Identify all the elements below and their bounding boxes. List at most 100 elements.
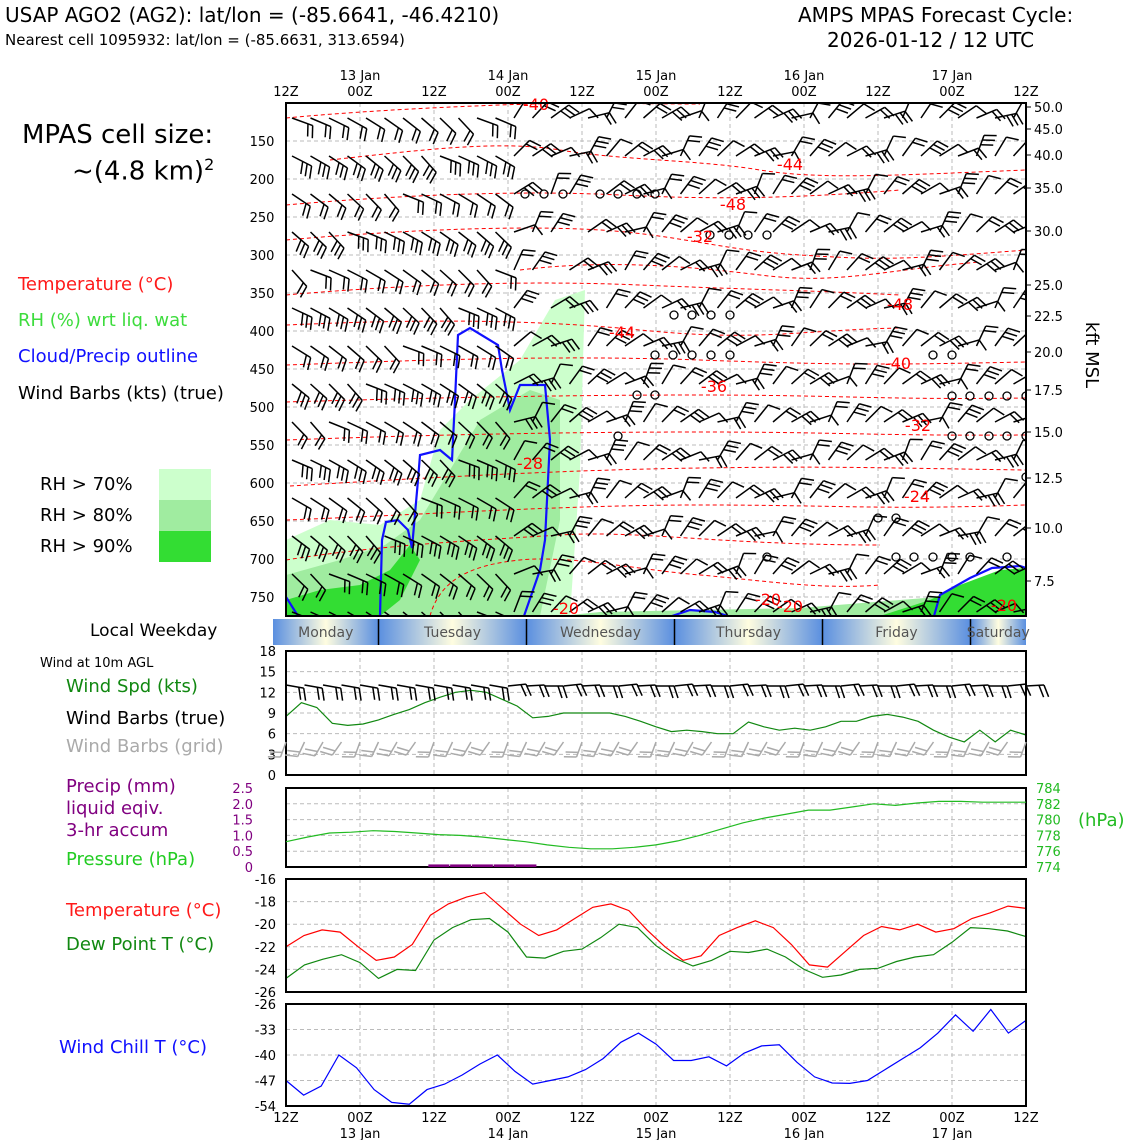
wind-barb (1012, 103, 1025, 119)
barb-flag (885, 298, 895, 309)
barb-staff (680, 301, 703, 309)
barb-flag (580, 174, 594, 179)
barb-flag (944, 220, 958, 224)
wind-barb (513, 181, 543, 197)
wind-barb (365, 307, 385, 334)
barb-flag (912, 141, 925, 147)
wind-barb (902, 263, 932, 277)
barb-flag (496, 125, 499, 139)
barb-flag (534, 224, 544, 236)
barb-staff (328, 117, 350, 129)
barb-flag (505, 355, 511, 369)
barb-flag (637, 144, 650, 153)
barb-flag (936, 140, 949, 148)
barb-flag (583, 260, 595, 270)
wind-barb (827, 291, 856, 309)
barb-flag (658, 338, 669, 350)
barb-flag (797, 684, 805, 697)
barb-staff (828, 226, 851, 233)
barb-flag (560, 110, 572, 119)
barb-flag (464, 687, 468, 700)
wind-barb (642, 252, 670, 271)
barb-flag (296, 282, 305, 295)
barb-flag (344, 319, 349, 332)
ice-circle (632, 390, 642, 400)
wind-barb-grid (711, 741, 731, 758)
wind-barb (439, 345, 461, 369)
barb-staff (328, 231, 345, 249)
wind-barb (624, 141, 654, 157)
barb-flag (581, 754, 594, 758)
barb-staff (347, 345, 365, 361)
barb-flag (845, 141, 857, 151)
barb-flag (980, 143, 994, 146)
pressure-ytick: 780 (1036, 814, 1061, 829)
barb-staff (994, 177, 1011, 195)
barb-flag (982, 139, 995, 142)
barb-staff (531, 251, 546, 271)
barb-flag (459, 163, 462, 177)
barb-staff (489, 684, 508, 689)
barb-flag (638, 103, 651, 106)
barb-flag (799, 286, 813, 290)
barb-flag (485, 312, 489, 326)
barb-staff (920, 290, 936, 309)
barb-flag (936, 226, 946, 238)
barb-flag (896, 220, 909, 229)
barb-flag (783, 112, 794, 123)
barb-flag (419, 242, 423, 256)
bottom-date-label: 13 Jan (340, 1127, 381, 1140)
wind-barb-grid (985, 741, 1009, 756)
barb-flag (926, 258, 939, 262)
barb-flag (300, 312, 304, 326)
barb-flag (304, 163, 308, 177)
barb-staff (846, 294, 866, 309)
barb-staff (1012, 103, 1025, 119)
barb-staff (365, 307, 385, 322)
barb-staff (1007, 683, 1026, 687)
temperature-contour (519, 261, 981, 279)
barb-flag (329, 277, 332, 291)
barb-flag (546, 145, 558, 155)
wind-barb (476, 345, 497, 371)
barb-flag (745, 255, 759, 261)
barb-flag (915, 137, 928, 143)
barb-flag (341, 125, 346, 139)
wind-barb (476, 231, 495, 259)
barb-flag (396, 321, 403, 335)
barb-staff (846, 253, 863, 271)
barb-staff (513, 139, 531, 157)
ice-circle (909, 552, 919, 562)
barb-staff (383, 193, 400, 212)
wind-barb (365, 269, 386, 294)
barb-staff (674, 683, 693, 687)
barb-staff (840, 683, 859, 687)
barb-flag (904, 302, 913, 315)
barb-flag (962, 182, 976, 185)
barb-staff (741, 741, 750, 757)
barb-flag (605, 218, 617, 228)
wind-barb-grid (785, 741, 805, 758)
barb-staff (661, 106, 682, 119)
barb-staff (923, 741, 935, 756)
barb-staff (827, 250, 841, 271)
ice-circle (687, 350, 697, 360)
wind-barb (698, 263, 728, 278)
barb-flag (384, 240, 387, 254)
barb-flag (562, 212, 576, 218)
barb-flag (806, 263, 816, 275)
wind-barb (458, 345, 479, 370)
precip-label-2: liquid eqiv. (66, 798, 164, 819)
barb-flag (417, 200, 420, 214)
barb-flag (1006, 115, 1014, 127)
barb-staff (865, 106, 886, 119)
barb-flag (477, 316, 480, 329)
barb-staff (328, 345, 347, 361)
barb-flag (639, 291, 652, 298)
wind-barb (457, 117, 475, 146)
wind-barb (1013, 223, 1026, 233)
barb-flag (861, 751, 875, 754)
barb-flag (600, 327, 613, 332)
barb-flag (484, 285, 493, 298)
barb-flag (575, 182, 589, 188)
